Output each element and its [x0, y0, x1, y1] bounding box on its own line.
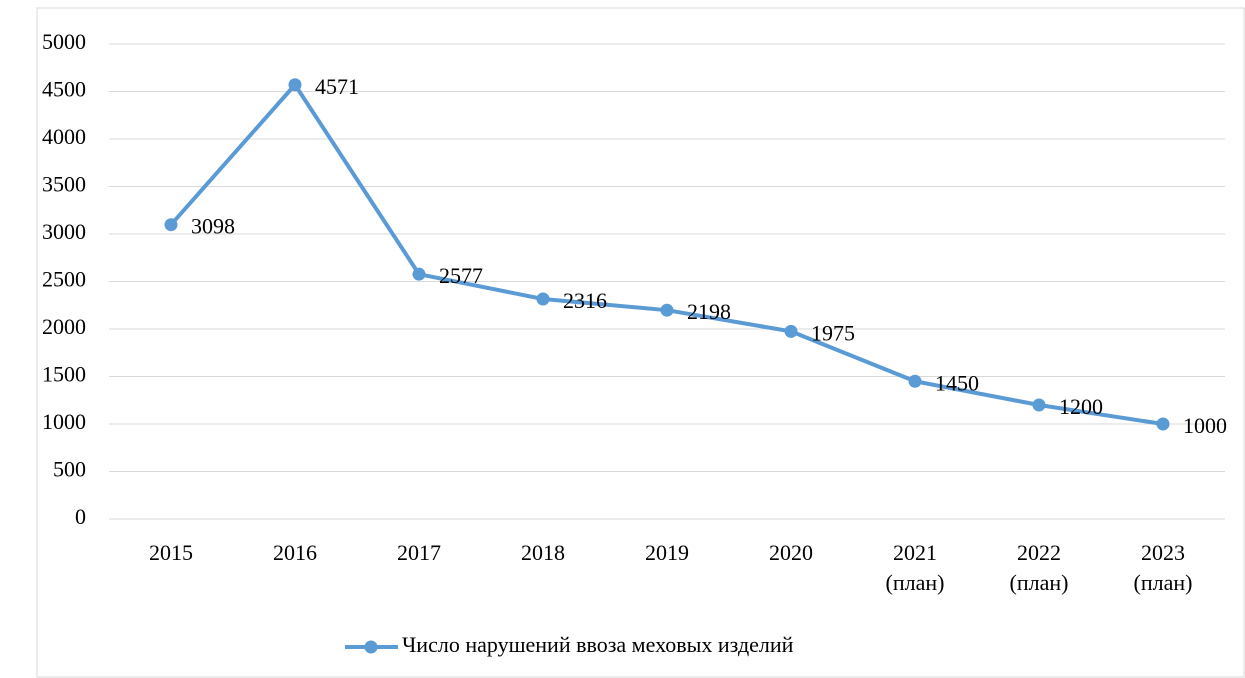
legend-label: Число нарушений ввоза меховых изделий — [402, 632, 794, 657]
y-tick-label: 5000 — [42, 29, 86, 54]
point — [784, 324, 798, 338]
x-tick-label: 2021 (план) — [886, 540, 945, 595]
x-tick-label: 2023 (план) — [1134, 540, 1193, 595]
x-tick-label: 2016 — [273, 540, 317, 565]
point — [164, 218, 178, 232]
data-label: 3098 — [191, 214, 235, 239]
y-tick-label: 1500 — [42, 362, 86, 387]
point — [1156, 417, 1170, 431]
data-label: 2198 — [687, 299, 731, 324]
data-label: 1975 — [811, 320, 855, 345]
x-tick-label: 2015 — [149, 540, 193, 565]
point — [536, 292, 550, 306]
legend-marker — [364, 640, 378, 654]
data-label: 4571 — [315, 74, 359, 99]
y-tick-label: 0 — [75, 504, 86, 529]
data-label: 1200 — [1059, 394, 1103, 419]
point — [660, 303, 674, 317]
y-tick-label: 2500 — [42, 267, 86, 292]
chart-frame — [36, 7, 1245, 678]
x-tick-label: 2020 — [769, 540, 813, 565]
y-tick-label: 3000 — [42, 219, 86, 244]
y-tick-label: 4500 — [42, 77, 86, 102]
point — [288, 78, 302, 92]
y-tick-label: 1000 — [42, 409, 86, 434]
y-tick-label: 3500 — [42, 172, 86, 197]
x-tick-label: 2019 — [645, 540, 689, 565]
point — [908, 374, 922, 388]
data-label: 1000 — [1183, 413, 1227, 438]
x-tick-label: 2018 — [521, 540, 565, 565]
data-label: 2577 — [439, 263, 483, 288]
x-tick-label: 2022 (план) — [1010, 540, 1069, 595]
x-tick-label: 2017 — [397, 540, 441, 565]
data-label: 1450 — [935, 370, 979, 395]
y-tick-label: 500 — [53, 457, 86, 482]
point — [1032, 398, 1046, 412]
point — [412, 267, 426, 281]
y-tick-label: 2000 — [42, 314, 86, 339]
y-tick-label: 4000 — [42, 124, 86, 149]
data-label: 2316 — [563, 288, 607, 313]
